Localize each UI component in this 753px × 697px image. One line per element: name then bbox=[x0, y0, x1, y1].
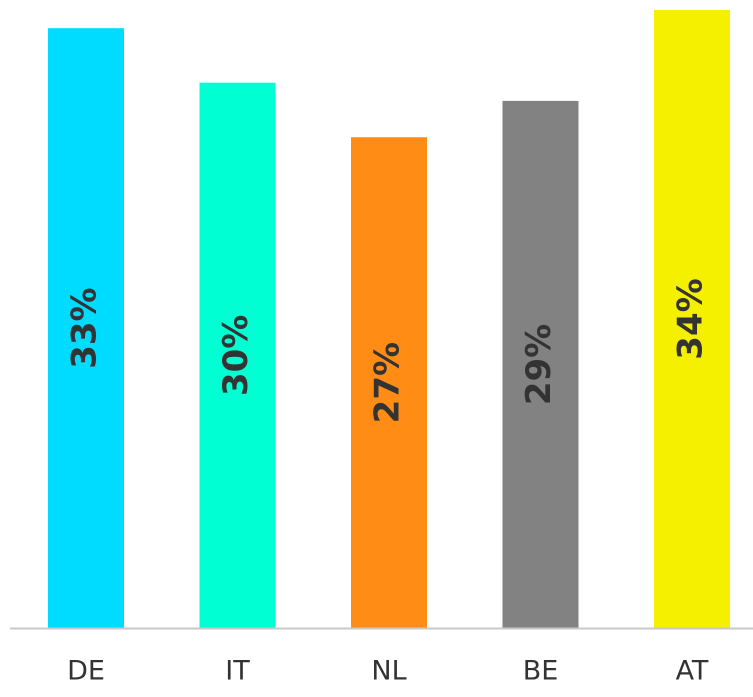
value-label: 29% bbox=[519, 324, 559, 405]
x-tick-label: IT bbox=[225, 656, 250, 687]
value-label: 34% bbox=[671, 278, 711, 359]
x-tick-label: BE bbox=[523, 656, 559, 687]
value-label: 30% bbox=[216, 315, 256, 396]
value-label: 27% bbox=[368, 342, 408, 423]
bar bbox=[199, 82, 276, 629]
x-tick-label: NL bbox=[371, 656, 406, 687]
x-tick-label: AT bbox=[676, 656, 709, 687]
bar bbox=[654, 10, 730, 628]
bar bbox=[48, 28, 124, 629]
value-label: 33% bbox=[65, 287, 105, 368]
bar bbox=[502, 100, 579, 629]
x-tick-label: DE bbox=[67, 656, 105, 687]
bar bbox=[351, 137, 427, 628]
